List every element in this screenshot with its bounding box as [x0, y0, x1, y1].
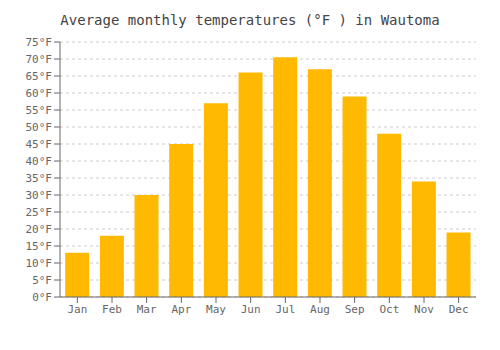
svg-text:5°F: 5°F: [32, 274, 52, 287]
svg-text:55°F: 55°F: [26, 104, 53, 117]
svg-text:Mar: Mar: [137, 303, 157, 316]
svg-text:15°F: 15°F: [26, 240, 53, 253]
svg-text:60°F: 60°F: [26, 87, 53, 100]
svg-text:May: May: [206, 303, 226, 316]
svg-text:Apr: Apr: [171, 303, 191, 316]
svg-text:10°F: 10°F: [26, 257, 53, 270]
svg-text:20°F: 20°F: [26, 223, 53, 236]
svg-text:30°F: 30°F: [26, 189, 53, 202]
svg-text:Jun: Jun: [241, 303, 261, 316]
html-text:Average monthly temperatures (: Average monthly temperatures (°F ) in Wa…: [60, 12, 440, 28]
svg-text:Oct: Oct: [379, 303, 399, 316]
svg-text:75°F: 75°F: [26, 36, 53, 49]
svg-text:Jul: Jul: [275, 303, 295, 316]
svg-text:70°F: 70°F: [26, 53, 53, 66]
svg-text:45°F: 45°F: [26, 138, 53, 151]
svg-text:Jan: Jan: [67, 303, 87, 316]
svg-text:Feb: Feb: [102, 303, 122, 316]
svg-text:Nov: Nov: [414, 303, 434, 316]
svg-text:Dec: Dec: [449, 303, 469, 316]
svg-text:40°F: 40°F: [26, 155, 53, 168]
svg-text:35°F: 35°F: [26, 172, 53, 185]
svg-text:65°F: 65°F: [26, 70, 53, 83]
svg-text:0°F: 0°F: [32, 291, 52, 304]
svg-text:25°F: 25°F: [26, 206, 53, 219]
svg-text:50°F: 50°F: [26, 121, 53, 134]
svg-text:Sep: Sep: [345, 303, 365, 316]
svg-text:Aug: Aug: [310, 303, 330, 316]
